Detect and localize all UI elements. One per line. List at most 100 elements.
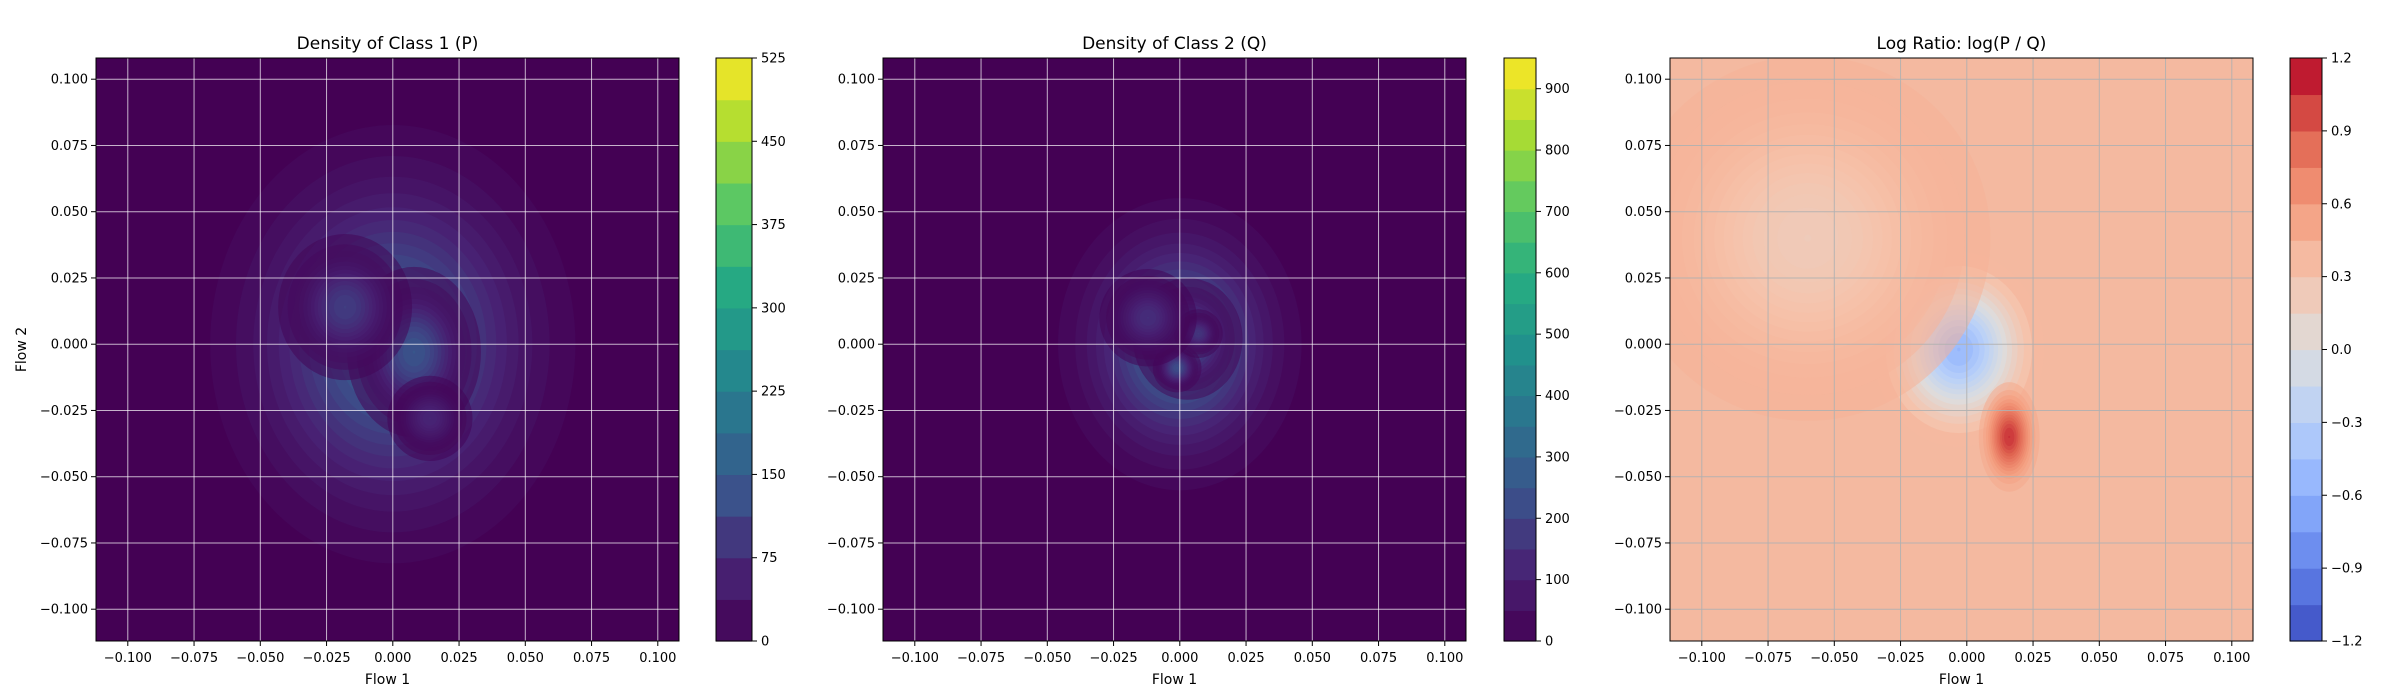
x-tick-label: 0.075 bbox=[1360, 651, 1397, 666]
colorbar-band bbox=[716, 266, 752, 309]
colorbar-band bbox=[1504, 242, 1536, 274]
y-tick-label: −0.050 bbox=[1614, 470, 1662, 485]
x-tick-label: 0.000 bbox=[374, 651, 411, 666]
colorbar-tick-label: 500 bbox=[1545, 328, 1570, 343]
y-tick-label: 0.050 bbox=[1625, 205, 1662, 220]
contour-level bbox=[412, 350, 416, 354]
colorbar-band bbox=[716, 182, 752, 226]
y-tick-label: −0.050 bbox=[827, 470, 875, 485]
y-tick-label: −0.025 bbox=[1614, 404, 1662, 419]
colorbar-band bbox=[1504, 211, 1536, 243]
x-tick-label: −0.050 bbox=[1023, 651, 1071, 666]
colorbar-tick-label: −0.6 bbox=[2331, 489, 2363, 504]
contour-level bbox=[1957, 347, 1961, 352]
plot-area bbox=[883, 58, 1466, 641]
chart-title: Log Ratio: log(P / Q) bbox=[1877, 34, 2047, 54]
plot-frame bbox=[882, 57, 1467, 642]
colorbar-band bbox=[716, 599, 752, 642]
colorbar-tick-label: 1.2 bbox=[2331, 52, 2352, 67]
y-tick-label: −0.075 bbox=[40, 536, 88, 551]
colorbar-tick-label: 400 bbox=[1545, 389, 1570, 404]
plot-area bbox=[1670, 58, 2253, 641]
y-tick-label: −0.050 bbox=[40, 470, 88, 485]
y-tick-label: −0.075 bbox=[1614, 536, 1662, 551]
colorbar-band bbox=[716, 141, 752, 184]
colorbar-band bbox=[716, 391, 752, 434]
plot-area bbox=[96, 58, 679, 641]
x-tick-label: 0.050 bbox=[1294, 651, 1331, 666]
colorbar-tick-label: −0.9 bbox=[2331, 562, 2363, 577]
colorbar-band bbox=[716, 99, 752, 142]
y-tick-label: 0.000 bbox=[51, 338, 88, 353]
x-tick-label: −0.025 bbox=[1876, 651, 1924, 666]
contour-level bbox=[343, 305, 347, 309]
colorbar-tick-label: 450 bbox=[761, 135, 786, 150]
colorbar-frame bbox=[715, 57, 753, 642]
y-tick-label: 0.075 bbox=[51, 139, 88, 154]
axis-ticks: −0.100 −0.075 −0.050 −0.025 0.000 0.025 0.050 0… bbox=[1614, 73, 2251, 666]
colorbar-band bbox=[2290, 458, 2322, 496]
x-tick-label: −0.025 bbox=[302, 651, 350, 666]
colorbar-band bbox=[2290, 130, 2322, 168]
plot-frame bbox=[1669, 57, 2254, 642]
colorbar-band bbox=[1504, 395, 1536, 427]
colorbar-tick-label: 75 bbox=[761, 551, 778, 566]
colorbar-band bbox=[716, 432, 752, 476]
colorbar-tick-label: 0.3 bbox=[2331, 270, 2352, 285]
x-axis-label: Flow 1 bbox=[365, 672, 410, 688]
colorbar-band bbox=[716, 58, 752, 101]
y-tick-label: 0.075 bbox=[1625, 139, 1662, 154]
colorbar-band bbox=[1504, 610, 1536, 642]
x-tick-label: 0.025 bbox=[440, 651, 477, 666]
colorbar-tick-label: 300 bbox=[761, 301, 786, 316]
x-tick-label: 0.000 bbox=[1161, 651, 1198, 666]
colorbar-tick-label: 375 bbox=[761, 218, 786, 233]
colorbar-band bbox=[1504, 119, 1536, 151]
x-tick-label: 0.100 bbox=[639, 651, 676, 666]
y-tick-label: 0.000 bbox=[838, 338, 875, 353]
colorbar-band bbox=[1504, 272, 1536, 305]
panel-1: −0.100 −0.075 −0.050 −0.025 0.000 0.025 0.050 0… bbox=[14, 34, 786, 688]
x-axis-label: Flow 1 bbox=[1152, 672, 1197, 688]
y-tick-label: −0.025 bbox=[827, 404, 875, 419]
colorbar-band bbox=[2290, 422, 2322, 460]
panel-2: −0.100 −0.075 −0.050 −0.025 0.000 0.025 0.050 0… bbox=[827, 34, 1570, 688]
x-tick-label: −0.025 bbox=[1089, 651, 1137, 666]
x-tick-label: −0.075 bbox=[957, 651, 1005, 666]
y-tick-label: −0.100 bbox=[827, 603, 875, 618]
colorbar-band bbox=[2290, 604, 2322, 642]
colorbar: 0 75 150 225 300 375 450 525 bbox=[715, 52, 786, 650]
colorbar-band bbox=[1504, 579, 1536, 611]
colorbar-band bbox=[2290, 167, 2322, 205]
x-axis-label: Flow 1 bbox=[1939, 672, 1984, 688]
colorbar-tick-label: 150 bbox=[761, 468, 786, 483]
colorbar-tick-label: 900 bbox=[1545, 82, 1570, 97]
x-tick-label: 0.050 bbox=[2081, 651, 2118, 666]
y-tick-label: 0.050 bbox=[51, 205, 88, 220]
axis-ticks: −0.100 −0.075 −0.050 −0.025 0.000 0.025 0.050 0… bbox=[40, 73, 677, 666]
colorbar-band bbox=[716, 516, 752, 559]
y-axis-label: Flow 2 bbox=[14, 327, 30, 372]
y-tick-label: −0.100 bbox=[1614, 603, 1662, 618]
chart-title: Density of Class 1 (P) bbox=[297, 34, 479, 54]
y-tick-label: −0.025 bbox=[40, 404, 88, 419]
panel-3: −0.100 −0.075 −0.050 −0.025 0.000 0.025 0.050 0… bbox=[1614, 34, 2363, 688]
colorbar-band bbox=[716, 474, 752, 517]
y-tick-label: 0.075 bbox=[838, 139, 875, 154]
colorbar-tick-label: 0 bbox=[761, 635, 769, 650]
x-tick-label: −0.050 bbox=[236, 651, 284, 666]
colorbar-tick-label: 0.6 bbox=[2331, 197, 2352, 212]
colorbar-tick-label: 200 bbox=[1545, 512, 1570, 527]
chart-title: Density of Class 2 (Q) bbox=[1082, 34, 1267, 54]
y-tick-label: −0.100 bbox=[40, 603, 88, 618]
colorbar-band bbox=[2290, 385, 2322, 423]
colorbar-band bbox=[2290, 203, 2322, 241]
density-hotspot-4 bbox=[387, 375, 473, 462]
x-tick-label: −0.100 bbox=[1678, 651, 1726, 666]
colorbar-tick-label: 600 bbox=[1545, 266, 1570, 281]
colorbar-band bbox=[1504, 180, 1536, 213]
y-tick-label: 0.025 bbox=[51, 271, 88, 286]
density-hotspot-3 bbox=[278, 234, 413, 381]
colorbar-tick-label: 300 bbox=[1545, 450, 1570, 465]
